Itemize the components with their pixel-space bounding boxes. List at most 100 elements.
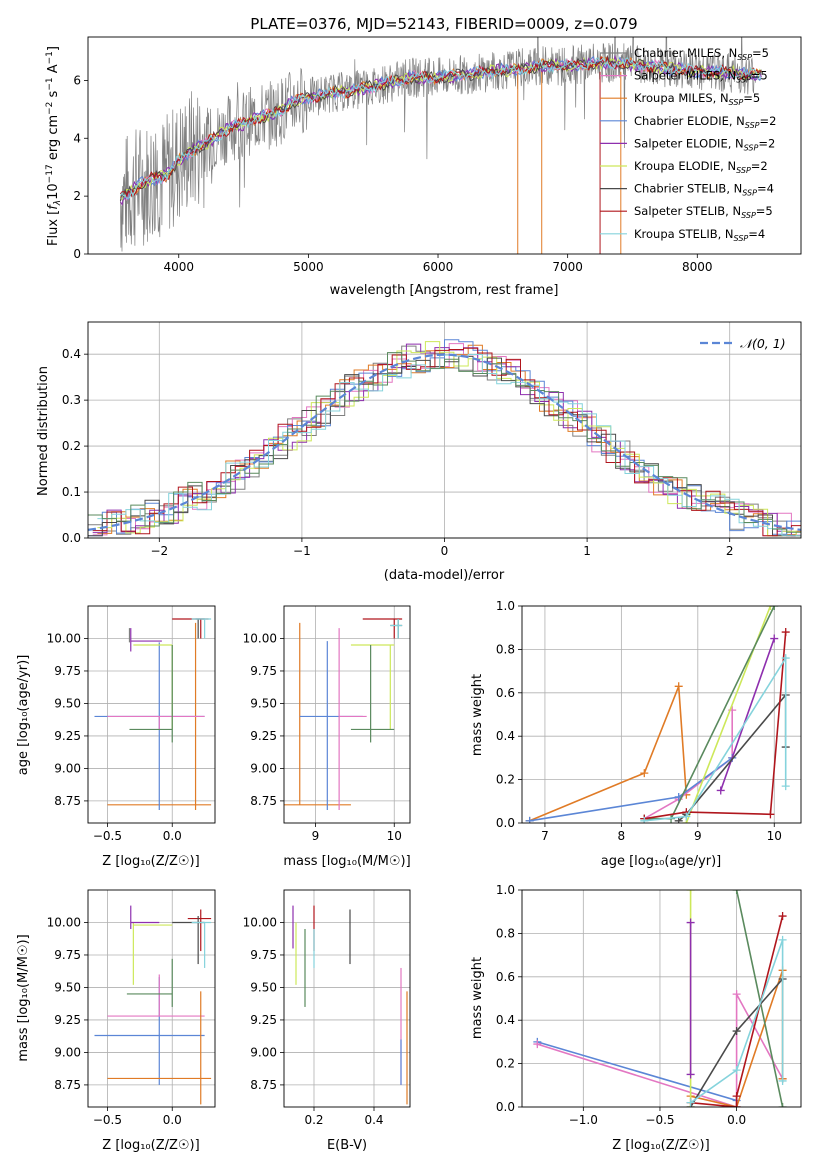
age-vs-mass-panel: 9 10 8.75 9.00 9.25 9.50 9.75 10.00 mass [log₁₀… (243, 605, 411, 869)
weight-point-marker (781, 654, 790, 663)
y-tick-label: 9.00 (54, 1045, 81, 1059)
weight-series-line (735, 890, 784, 1107)
legend-suffix: =2 (751, 159, 768, 173)
series-layer (119, 37, 762, 254)
x-tick-label: −1 (293, 544, 311, 558)
mass-vs-ebv-xlabel: E(B-V) (327, 1138, 367, 1153)
legend-label: 𝒩(0, 1) (740, 336, 786, 351)
age-vs-mass-xlabel: mass [log₁₀(M/M☉)] (283, 854, 410, 869)
axes-frame (521, 889, 802, 1108)
y-tick-label: 0.2 (496, 1057, 515, 1071)
y-tick-label: 8.75 (54, 1078, 81, 1092)
weight-point-marker (732, 1027, 741, 1036)
x-tick-label: 4000 (163, 260, 194, 274)
legend-subscript: SSP (745, 121, 760, 130)
legend-label: Kroupa MILES, NSSP=5 (634, 91, 760, 107)
histogram-extra-green (88, 352, 801, 533)
error-point (129, 644, 173, 743)
x-tick-label: 1 (583, 544, 591, 558)
legend-subscript: SSP (741, 211, 756, 220)
y-tick-label: 2 (73, 189, 81, 203)
legend-suffix: =2 (760, 114, 777, 128)
weight-point-marker (686, 1098, 695, 1107)
error-point (390, 618, 403, 639)
weight-series-line (529, 686, 688, 822)
legend-suffix: =4 (748, 227, 765, 241)
x-tick-label: −1.0 (569, 1113, 598, 1127)
error-point (107, 715, 205, 730)
error-point (338, 628, 367, 811)
model-salpeter-stelib (120, 55, 762, 198)
weight-point-marker (686, 890, 695, 894)
weight-point-marker (766, 606, 775, 610)
spectrum-ylabel: Flux [fλ10−17 erg cm−2 s−1 A−1] (45, 46, 63, 246)
x-tick-label: 8000 (682, 260, 713, 274)
y-tick-label: 9.50 (54, 980, 81, 994)
legend-label: Chabrier MILES, NSSP=5 (634, 46, 769, 62)
x-tick-label: 7 (541, 829, 549, 843)
y-tick-label: 0.3 (62, 393, 81, 407)
axes-frame (87, 36, 802, 255)
series-layer (525, 606, 790, 823)
mass-vs-z-ylabel: mass [log₁₀(M/M☉)] (16, 934, 31, 1061)
axes-frame (283, 605, 411, 824)
y-tick-label: 10.00 (47, 631, 81, 645)
mass-vs-ebv-plot-area: 0.2 0.4 8.75 9.00 9.25 9.50 9.75 10.00 (243, 889, 411, 1127)
spectrum-xlabel: wavelength [Angstrom, rest frame] (330, 283, 559, 298)
spectrum-plot-area: 4000 5000 6000 7000 8000 0 2 4 6 Chabrier MILES, … (73, 36, 802, 274)
gridlines (284, 890, 410, 1107)
legend-label: Salpeter ELODIE, NSSP=2 (634, 136, 775, 152)
error-point (191, 618, 212, 639)
y-tick-label: 0.1 (62, 485, 81, 499)
y-tick-label: 10.00 (243, 631, 277, 645)
weight-series-line (643, 710, 733, 820)
x-tick-label: 10 (387, 829, 402, 843)
y-tick-label: 9.50 (250, 980, 277, 994)
y-tick-label: 0.0 (62, 531, 81, 545)
weight-point-marker (682, 812, 691, 821)
y-tick-label: 9.25 (54, 729, 81, 743)
y-tick-label: 0.0 (496, 816, 515, 830)
y-tick-label: 9.50 (54, 696, 81, 710)
y-tick-label: 1.0 (496, 883, 515, 897)
weight-point-marker (778, 935, 787, 944)
error-point (350, 644, 395, 730)
legend-label: Salpeter MILES, NSSP=5 (634, 69, 768, 85)
y-tick-label: 9.25 (250, 729, 277, 743)
y-tick-label: 8.75 (250, 794, 277, 808)
weight-vs-age-plot-area: 7 8 9 10 0.0 0.2 0.4 0.6 0.8 1.0 (496, 599, 802, 843)
age-vs-mass-plot-area: 9 10 8.75 9.00 9.25 9.50 9.75 10.00 (243, 605, 411, 843)
legend-suffix: =5 (751, 69, 768, 83)
y-tick-label: 0.0 (496, 1100, 515, 1114)
weight-vs-z-xlabel: Z [log₁₀(Z/Z☉)] (612, 1138, 709, 1153)
weight-series-line (644, 655, 787, 822)
x-tick-label: 0 (441, 544, 449, 558)
axes-frame (87, 605, 216, 824)
weight-vs-age-xlabel: age [log₁₀(age/yr)] (601, 854, 722, 869)
weight-point-marker (686, 918, 695, 927)
y-tick-label: 0.4 (62, 347, 81, 361)
weight-point-marker (778, 1103, 787, 1107)
error-point (195, 618, 205, 639)
y-tick-label: 0.6 (496, 970, 515, 984)
series-layer (284, 618, 403, 811)
y-tick-label: 9.75 (54, 948, 81, 962)
x-tick-label: 7000 (552, 260, 583, 274)
axes-frame (87, 321, 802, 539)
weight-point-marker (778, 912, 787, 921)
weight-point-marker (778, 1076, 787, 1085)
error-point (94, 977, 205, 1085)
y-tick-label: 8.75 (250, 1078, 277, 1092)
spectrum-title: PLATE=0376, MJD=52143, FIBERID=0009, z=0… (250, 15, 637, 33)
series-layer (94, 618, 212, 811)
y-tick-label: 4 (73, 131, 81, 145)
x-tick-label: −2 (150, 544, 168, 558)
y-tick-label: 0.4 (496, 729, 515, 743)
x-tick-label: 9 (312, 829, 320, 843)
x-tick-label: 0.0 (727, 1113, 746, 1127)
legend-subscript: SSP (742, 189, 757, 198)
error-point (362, 618, 403, 639)
x-tick-label: 8 (618, 829, 626, 843)
series-layer (94, 905, 212, 1105)
legend-label: Kroupa STELIB, NSSP=4 (634, 227, 765, 243)
